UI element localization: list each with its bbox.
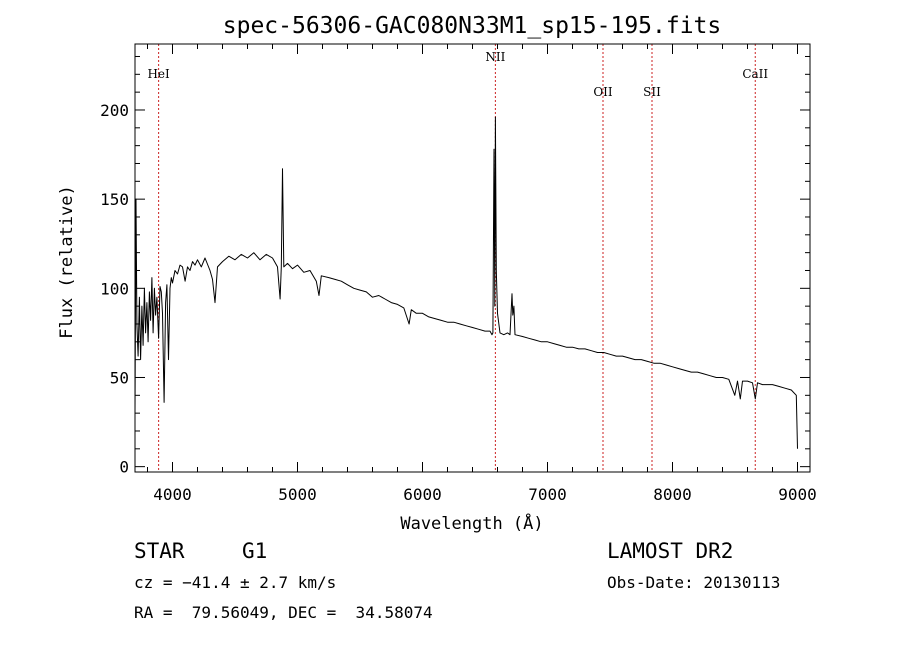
spectral-line-label: NII — [485, 50, 505, 64]
y-tick-label: 200 — [100, 101, 129, 120]
y-axis-label: Flux (relative) — [57, 185, 77, 339]
object-class: STAR — [134, 539, 185, 563]
observation-date: Obs-Date: 20130113 — [607, 573, 781, 592]
survey-name: LAMOST DR2 — [607, 539, 734, 563]
x-tick-label: 6000 — [403, 485, 442, 504]
coordinates-readout: RA = 79.56049, DEC = 34.58074 — [134, 603, 433, 622]
y-tick-label: 100 — [100, 279, 129, 298]
x-axis: 4000 5000 6000 7000 8000 9000 — [147, 44, 817, 504]
y-axis: 0 50 100 150 200 — [100, 55, 810, 477]
plot-frame — [134, 43, 811, 473]
y-tick-label: 0 — [119, 458, 129, 477]
spectral-line-label: HeI — [147, 67, 170, 81]
spectral-line-markers: HeI NII OII SII CaII — [147, 44, 768, 472]
x-tick-label: 4000 — [153, 485, 192, 504]
y-tick-label: 150 — [100, 190, 129, 209]
spectrum-series-line — [134, 116, 798, 449]
spectral-line-label: CaII — [742, 67, 768, 81]
redshift-readout: cz = −41.4 ± 2.7 km/s — [134, 573, 337, 592]
x-tick-label: 7000 — [528, 485, 567, 504]
y-tick-label: 50 — [110, 368, 129, 387]
spectral-line-label: SII — [643, 85, 661, 99]
x-axis-label: Wavelength (Å) — [400, 512, 543, 534]
spectral-line-label: OII — [593, 85, 613, 99]
object-subclass: G1 — [242, 539, 268, 563]
x-tick-label: 8000 — [653, 485, 692, 504]
chart-title: spec-56306-GAC080N33M1_sp15-195.fits — [223, 13, 722, 39]
x-tick-label: 5000 — [278, 485, 317, 504]
x-tick-label: 9000 — [778, 485, 817, 504]
